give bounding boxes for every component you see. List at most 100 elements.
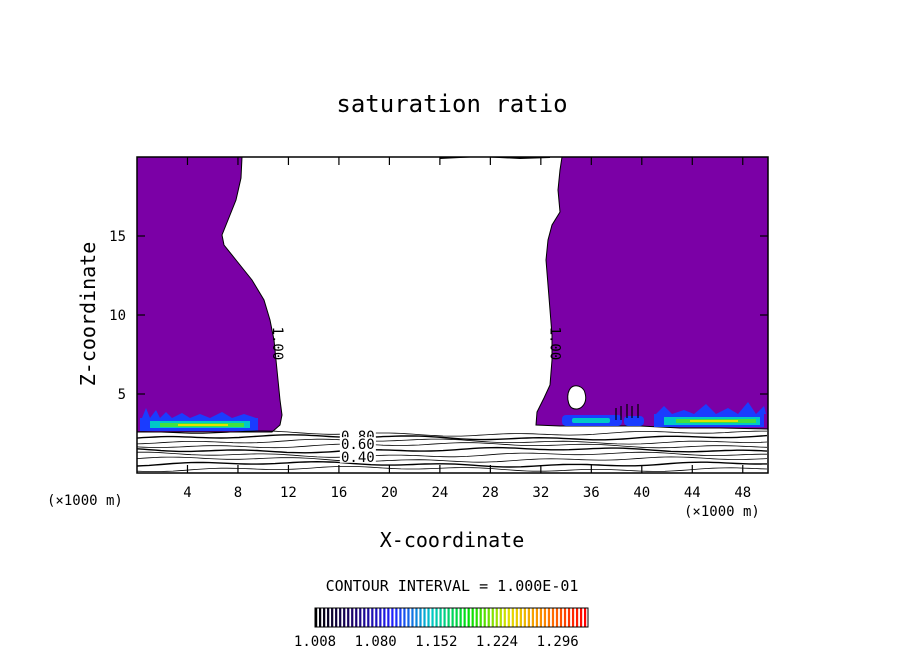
- colorbar-swatch: [524, 608, 526, 627]
- colorbar-tick-label: 1.152: [415, 634, 457, 650]
- chart-title: saturation ratio: [336, 90, 567, 118]
- colorbar-swatch: [508, 608, 510, 627]
- colorbar-swatch: [363, 608, 365, 627]
- x-tick-label: 24: [431, 485, 448, 501]
- x-tick-label: 44: [684, 485, 701, 501]
- colorbar-swatch: [492, 608, 494, 627]
- y-tick-label: 15: [109, 229, 126, 245]
- colorbar-swatch: [351, 608, 353, 627]
- plot-area: 1.001.000.800.600.40: [137, 156, 768, 473]
- colorbar-swatch: [335, 608, 337, 627]
- colorbar-swatch: [464, 608, 466, 627]
- x-tick-label: 32: [532, 485, 549, 501]
- colorbar-swatch: [472, 608, 474, 627]
- x-tick-label: 16: [330, 485, 347, 501]
- x-tick-label: 20: [381, 485, 398, 501]
- y-tick-label: 5: [118, 387, 126, 403]
- colorbar-swatch: [560, 608, 562, 627]
- x-tick-label: 36: [583, 485, 600, 501]
- colorbar-swatch: [347, 608, 349, 627]
- colorbar-swatch: [423, 608, 425, 627]
- colorbar-swatch: [500, 608, 502, 627]
- colorbar-swatch: [375, 608, 377, 627]
- contour-label: 1.00: [546, 327, 562, 361]
- colorbar-swatch: [439, 608, 441, 627]
- colorbar-swatch: [528, 608, 530, 627]
- colorbar-swatch: [431, 608, 433, 627]
- x-tick-label: 4: [183, 485, 191, 501]
- x-tick-label: 8: [234, 485, 242, 501]
- colorbar-swatch: [387, 608, 389, 627]
- colorbar-swatch: [427, 608, 429, 627]
- colorbar-swatch: [452, 608, 454, 627]
- colorbar-swatch: [540, 608, 542, 627]
- colorbar-swatch: [331, 608, 333, 627]
- x-tick-label: 48: [734, 485, 751, 501]
- z-unit-label: (×1000 m): [47, 493, 123, 509]
- colorbar-swatch: [476, 608, 478, 627]
- colorbar-swatch: [468, 608, 470, 627]
- colorbar-swatch: [576, 608, 578, 627]
- colorbar-tick-label: 1.296: [537, 634, 579, 650]
- colorbar-swatch: [399, 608, 401, 627]
- colorbar-swatch: [415, 608, 417, 627]
- colorbar-swatch: [496, 608, 498, 627]
- colorbar-swatch: [520, 608, 522, 627]
- colorbar-swatch: [516, 608, 518, 627]
- colorbar-tick-label: 1.008: [294, 634, 336, 650]
- x-unit-label: (×1000 m): [684, 504, 760, 520]
- colorbar-swatch: [403, 608, 405, 627]
- contour-interval-label: CONTOUR INTERVAL = 1.000E-01: [326, 577, 579, 595]
- colorbar-swatch: [443, 608, 445, 627]
- colorbar-swatch: [504, 608, 506, 627]
- colorbar-swatch: [480, 608, 482, 627]
- band-mid-cyan: [572, 418, 610, 423]
- colorbar-swatch: [343, 608, 345, 627]
- x-axis-title: X-coordinate: [380, 528, 525, 552]
- colorbar-swatch: [383, 608, 385, 627]
- colorbar-swatch: [456, 608, 458, 627]
- colorbar-swatch: [371, 608, 373, 627]
- colorbar-swatch: [391, 608, 393, 627]
- unsaturated-pocket: [568, 386, 586, 409]
- colorbar-swatch: [512, 608, 514, 627]
- colorbar-swatch: [359, 608, 361, 627]
- colorbar-swatch: [544, 608, 546, 627]
- colorbar-swatch: [447, 608, 449, 627]
- colorbar-swatch: [460, 608, 462, 627]
- x-tick-label: 12: [280, 485, 297, 501]
- colorbar-swatch: [572, 608, 574, 627]
- colorbar-swatch: [367, 608, 369, 627]
- colorbar-swatch: [484, 608, 486, 627]
- colorbar-swatch: [435, 608, 437, 627]
- colorbar-swatch: [339, 608, 341, 627]
- colorbar-swatch: [411, 608, 413, 627]
- contour-label: 0.40: [341, 450, 375, 466]
- colorbar-swatch: [395, 608, 397, 627]
- colorbar-swatch: [564, 608, 566, 627]
- colorbar-swatch: [419, 608, 421, 627]
- colorbar-swatch: [407, 608, 409, 627]
- colorbar-swatch: [323, 608, 325, 627]
- colorbar: [315, 608, 586, 627]
- colorbar-labels: 1.008 1.080 1.152 1.224 1.296: [294, 634, 579, 650]
- x-tick-label: 28: [482, 485, 499, 501]
- colorbar-swatch: [548, 608, 550, 627]
- y-tick-label: 10: [109, 308, 126, 324]
- colorbar-swatch: [327, 608, 329, 627]
- colorbar-swatch: [532, 608, 534, 627]
- band-right-yellow: [690, 420, 738, 422]
- colorbar-swatch: [552, 608, 554, 627]
- colorbar-swatch: [379, 608, 381, 627]
- colorbar-swatch: [568, 608, 570, 627]
- colorbar-swatch: [355, 608, 357, 627]
- contour-label: 1.00: [269, 327, 285, 361]
- colorbar-swatch: [488, 608, 490, 627]
- colorbar-tick-label: 1.224: [476, 634, 518, 650]
- colorbar-swatch: [556, 608, 558, 627]
- colorbar-tick-label: 1.080: [355, 634, 397, 650]
- band-left-yellow: [178, 424, 228, 426]
- y-axis-title: Z-coordinate: [76, 242, 100, 387]
- x-tick-label: 40: [633, 485, 650, 501]
